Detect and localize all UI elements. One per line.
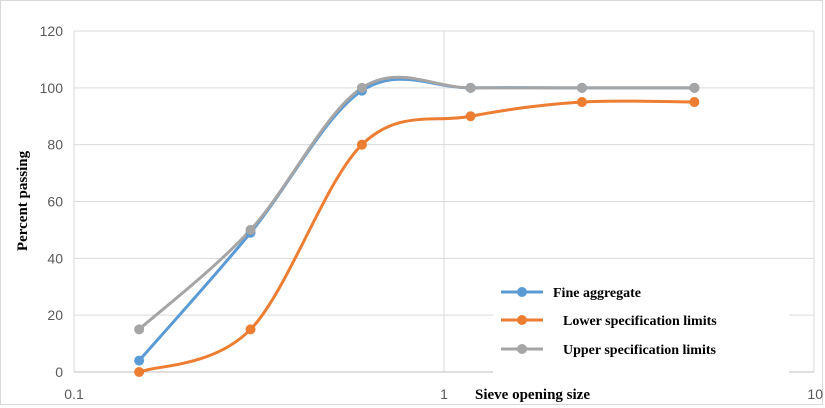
x-tick-label: 0.1 bbox=[64, 386, 84, 402]
legend-label-lower-specification-limits: Lower specification limits bbox=[563, 314, 717, 329]
legend-swatch-marker-upper-specification-limits bbox=[517, 344, 527, 354]
data-point-upper-specification-limits bbox=[356, 82, 367, 93]
data-point-upper-specification-limits bbox=[245, 224, 256, 235]
data-point-lower-specification-limits bbox=[134, 367, 145, 377]
legend-swatch-marker-lower-specification-limits bbox=[517, 315, 527, 325]
y-tick-label: 100 bbox=[40, 80, 64, 96]
legend-swatch-marker-fine-aggregate bbox=[517, 287, 527, 297]
y-tick-label: 60 bbox=[47, 194, 63, 210]
legend-label-fine-aggregate: Fine aggregate bbox=[553, 286, 641, 301]
data-point-upper-specification-limits bbox=[576, 82, 587, 93]
y-tick-label: 0 bbox=[55, 364, 63, 380]
data-point-lower-specification-limits bbox=[465, 111, 476, 122]
data-point-lower-specification-limits bbox=[245, 324, 256, 335]
series-points bbox=[134, 82, 700, 377]
y-tick-label: 20 bbox=[47, 307, 63, 323]
grid-lines bbox=[73, 30, 815, 373]
data-point-lower-specification-limits bbox=[689, 97, 700, 108]
x-tick-label: 10 bbox=[807, 386, 823, 402]
y-axis-title: Percent passing bbox=[15, 150, 31, 251]
data-point-upper-specification-limits bbox=[465, 82, 476, 93]
data-point-upper-specification-limits bbox=[134, 324, 145, 335]
data-point-fine-aggregate bbox=[134, 355, 145, 366]
legend-label-upper-specification-limits: Upper specification limits bbox=[563, 343, 717, 358]
legend: Fine aggregate Lower specification limits… bbox=[493, 273, 789, 373]
y-tick-label: 120 bbox=[40, 23, 64, 39]
x-axis-title: Sieve opening size bbox=[475, 387, 590, 403]
axes: 0 20 40 60 80 100 120 0.1 1 10 bbox=[40, 23, 824, 402]
legend-background bbox=[493, 273, 789, 373]
y-tick-label: 40 bbox=[47, 250, 63, 266]
data-point-upper-specification-limits bbox=[689, 82, 700, 93]
data-point-lower-specification-limits bbox=[356, 139, 367, 150]
data-point-lower-specification-limits bbox=[576, 97, 587, 108]
y-tick-label: 80 bbox=[47, 137, 63, 153]
x-tick-label: 1 bbox=[440, 386, 448, 402]
